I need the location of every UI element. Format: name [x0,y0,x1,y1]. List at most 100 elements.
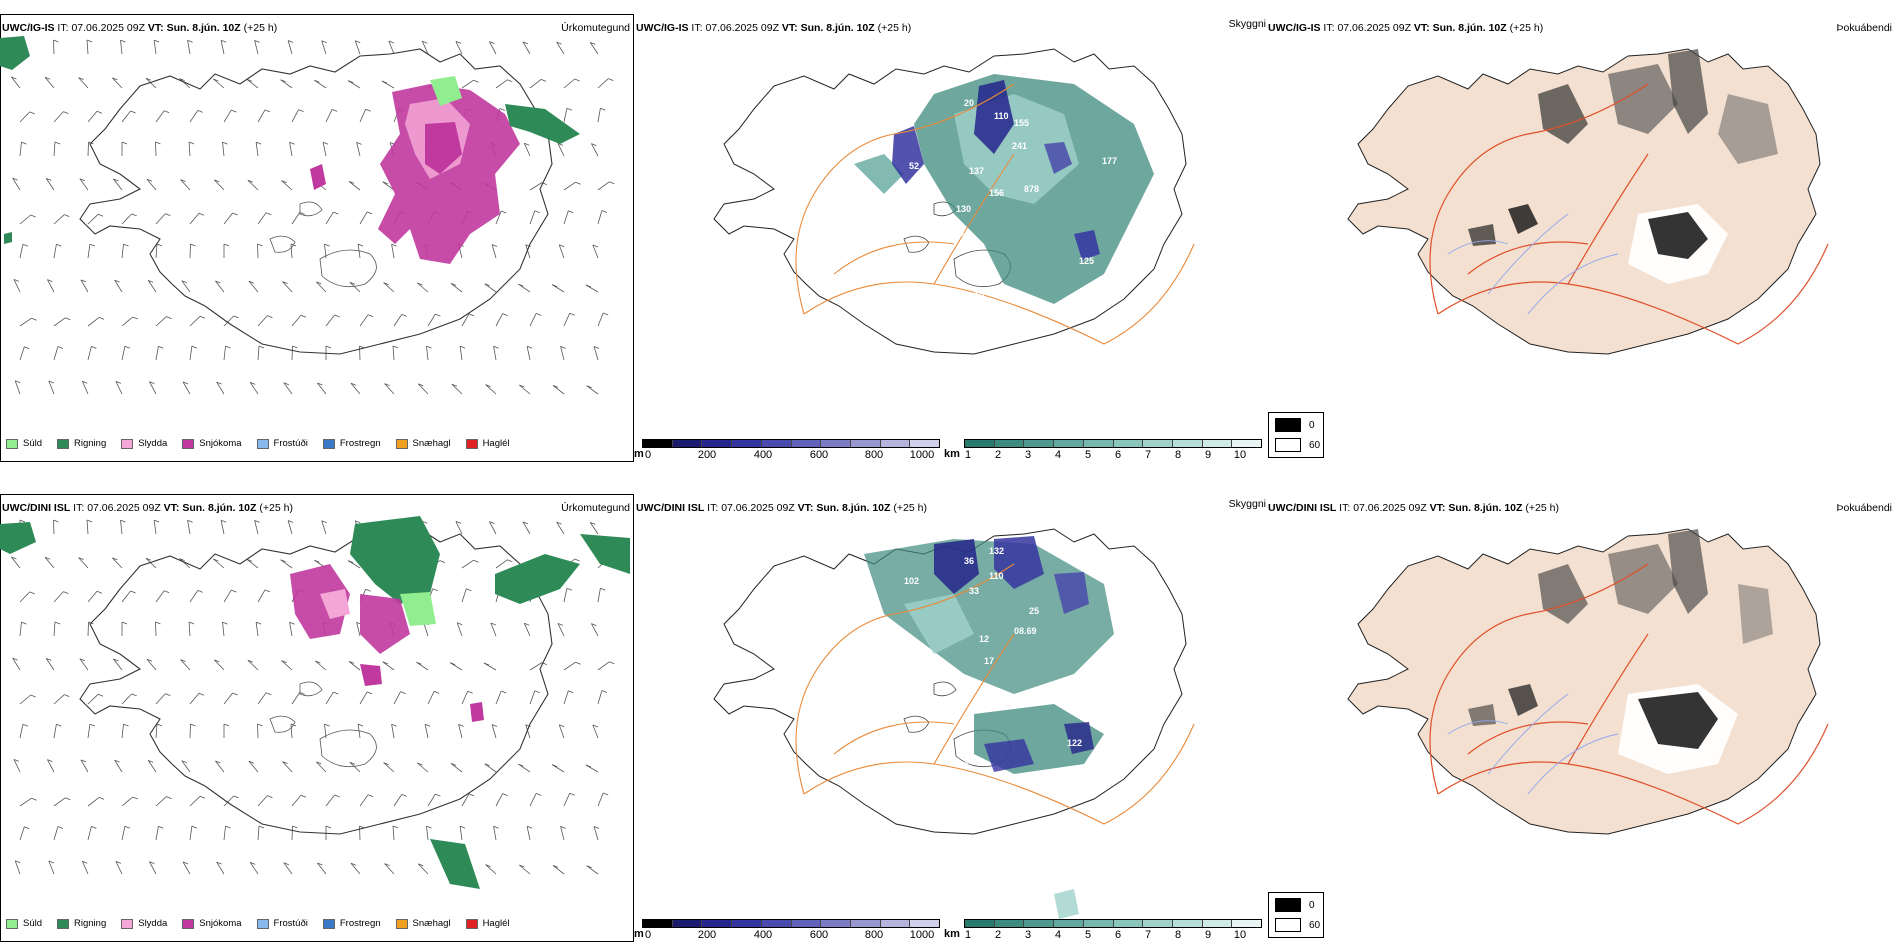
wind-barb [189,826,193,841]
wind-barb-tick [89,243,96,247]
wind-barb-tick [435,793,441,797]
wind-barb [421,41,429,55]
wind-barb [87,141,89,157]
wind-barb-tick [21,621,27,625]
wind-barb [79,658,89,671]
wind-barb-tick [91,826,97,829]
wind-barb-tick [120,39,126,43]
wind-barb-tick [124,825,131,829]
wind-barb-tick [334,794,340,798]
wind-barb [459,826,463,841]
wind-barb [53,317,66,327]
wind-barb [121,213,132,225]
fog-legend-label: 0 [1309,899,1315,911]
wind-barb-tick [146,178,153,182]
road-network [1429,563,1829,825]
wind-barb [391,244,395,259]
visibility-colorbar: km 1 2 3 4 5 6 7 8 9 10 [944,918,1264,942]
wind-barb [291,692,301,705]
legend-label: Snæhagl [412,918,451,929]
wind-barb-tick [113,178,119,182]
colorbar-segment [880,920,911,927]
wind-barb [155,723,158,739]
model-name: UWC/DINI ISL [2,502,71,514]
colorbar-tick: 1000 [909,449,935,461]
wind-barb-tick [158,825,164,829]
wind-barb [518,283,531,293]
wind-barb-tick [188,141,195,145]
wind-barb [281,660,293,671]
legend-swatch [256,918,269,929]
legend-label: Snæhagl [412,438,451,449]
wind-barb [529,662,543,671]
wind-barb-tick [491,244,498,247]
ceiling-value: 273 [899,261,914,271]
wind-barb [560,826,565,841]
wind-barb [155,110,165,123]
wind-barb [282,281,293,293]
colorbar-tick: 6 [1114,449,1122,461]
ceiling-value: 102 [904,576,919,586]
wind-barb [13,759,21,773]
wind-barb [529,313,537,327]
wind-barb [523,623,531,637]
fog-legend-item: 60 [1275,438,1320,452]
wind-barb-tick [222,621,228,625]
wind-barb-tick [113,658,119,662]
wind-barb [359,794,369,807]
wind-barb [291,212,301,225]
wind-barb-tick [518,283,524,287]
colorbar-tick: 800 [864,449,884,461]
it-label: IT: [1323,22,1335,34]
wind-barb [563,690,569,705]
wind-barb [223,346,226,361]
wind-barb [287,40,293,55]
wind-barb [19,142,22,157]
wind-barb-tick [333,691,339,695]
wind-barb-tick [246,559,253,562]
wind-barb-tick [153,519,160,523]
wind-barb-tick [450,283,457,286]
wind-barb-tick [44,556,51,560]
wind-barb [53,39,55,55]
ceiling-value: 878 [1024,184,1039,194]
wind-barb-tick [46,658,52,661]
legend-item: Haglél [465,918,510,929]
wind-barb [47,759,55,773]
vt-value: Sun. 8.jún. 10Z [800,22,875,34]
wind-barb-tick [231,589,237,593]
wind-barb-tick [89,723,96,727]
wind-barb-tick [248,280,255,284]
wind-barb-tick [31,797,37,801]
colorbar-segment [994,920,1025,927]
wind-barb [348,661,361,671]
wind-barb-tick [432,588,438,592]
wind-barb [289,142,293,157]
wind-barb-tick [418,383,424,387]
wind-barb-tick [281,660,287,663]
ceiling-field [934,536,1094,772]
colorbar-segment [1232,920,1262,927]
colorbar-tick: 200 [697,449,717,461]
colorbar-segment [702,920,733,927]
wind-barb-tick [231,109,237,113]
wind-barb-tick [82,860,88,864]
legend-swatch [465,918,478,929]
wind-barb [597,108,601,123]
wind-barb [19,826,25,841]
wind-barb [450,283,463,293]
ceiling-value: 33 [969,586,979,596]
ceiling-map-row2: 132 110 36 102 33 25 08.69 12 17 796 205 512 122 [713,528,1195,919]
wind-barb-tick [233,315,239,319]
wind-barb [181,280,191,293]
wind-barb-tick [182,381,189,385]
colorbar-segment [643,920,673,927]
it-value: 07.06.2025 09Z [1337,22,1411,34]
river-network [1447,213,1619,315]
ceiling-value: 205 [887,706,902,716]
wind-barb-tick [146,658,153,662]
fog-map-row2 [1347,528,1829,835]
legend-item: Frostúði [256,918,308,929]
wind-barb-tick [333,211,339,215]
wind-barb [418,383,429,395]
